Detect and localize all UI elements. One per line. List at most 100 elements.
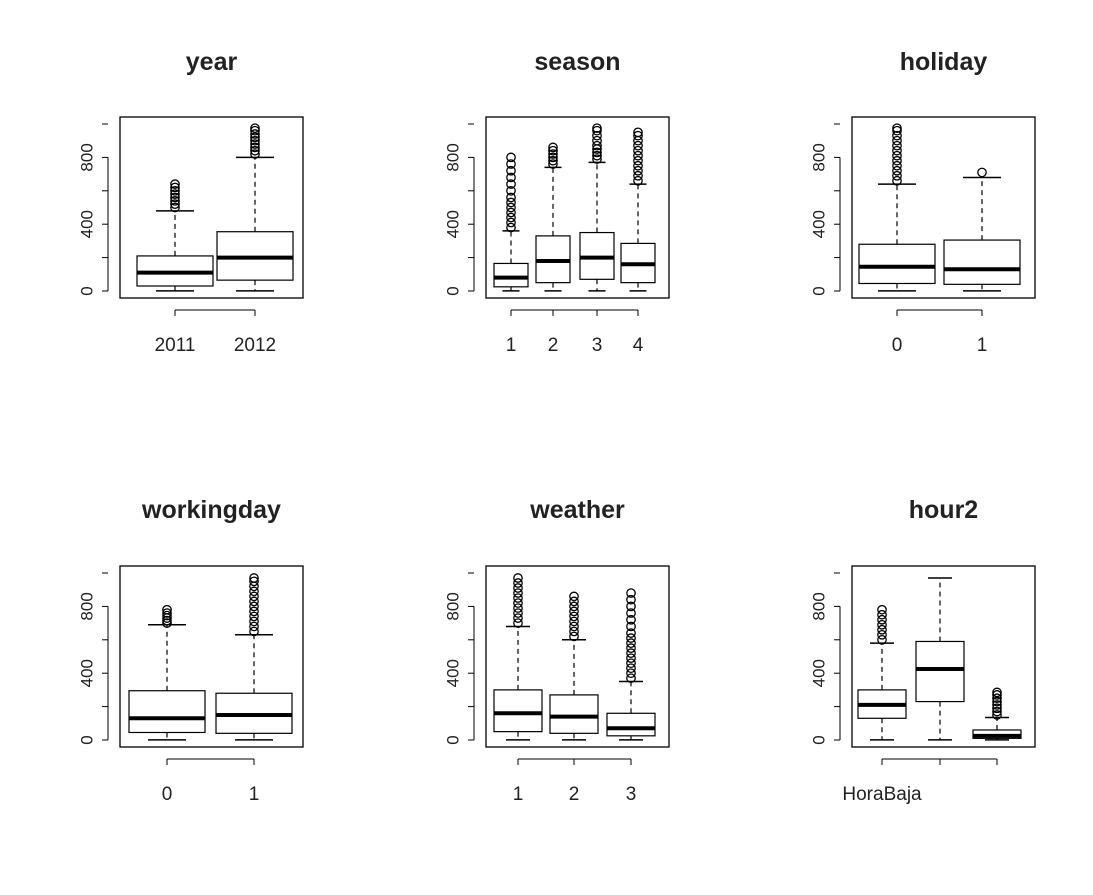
y-axis: 0 400 800 bbox=[77, 572, 109, 745]
outlier-point bbox=[569, 621, 579, 632]
outlier-point bbox=[592, 135, 602, 146]
outlier-point bbox=[633, 155, 643, 166]
outlier-point bbox=[977, 167, 987, 178]
outlier-point bbox=[633, 145, 643, 156]
box-3 bbox=[579, 123, 615, 292]
outlier-point bbox=[592, 123, 602, 134]
outlier-point bbox=[548, 155, 558, 166]
outlier-point bbox=[250, 139, 260, 149]
outlier-point bbox=[633, 165, 643, 176]
outlier-point bbox=[170, 202, 180, 213]
outlier-point bbox=[626, 658, 636, 669]
outlier-point bbox=[249, 621, 259, 632]
outlier-point bbox=[569, 626, 579, 637]
outlier-point bbox=[569, 596, 579, 607]
outlier-point bbox=[633, 130, 643, 141]
outlier-point bbox=[992, 687, 1002, 698]
outlier-point bbox=[892, 165, 902, 176]
outlier-point bbox=[162, 618, 172, 628]
outlier-point bbox=[992, 700, 1002, 710]
outlier-point bbox=[592, 125, 602, 136]
x-axis: 1 2 3 bbox=[513, 758, 636, 805]
outlier-point bbox=[513, 583, 523, 593]
plot-frame bbox=[119, 116, 304, 299]
y-axis: 0 400 800 bbox=[77, 123, 109, 296]
outlier-point bbox=[892, 130, 902, 141]
box-HoraBaja bbox=[857, 604, 907, 741]
outlier-point bbox=[506, 202, 516, 213]
outlier-point bbox=[506, 165, 516, 176]
outlier-point bbox=[992, 690, 1002, 700]
outlier-point bbox=[513, 603, 523, 613]
iqr-box bbox=[915, 640, 965, 703]
outlier-point bbox=[513, 598, 523, 608]
outlier-point bbox=[877, 614, 887, 625]
box-1 bbox=[943, 167, 1021, 292]
outlier-point bbox=[592, 140, 602, 151]
outlier-point bbox=[626, 638, 636, 648]
outlier-point bbox=[548, 152, 558, 163]
outlier-point bbox=[633, 170, 643, 181]
outlier-point bbox=[592, 150, 602, 161]
outlier-point bbox=[992, 696, 1002, 707]
outlier-point bbox=[513, 588, 523, 598]
panel-title: weather bbox=[529, 496, 625, 524]
outlier-point bbox=[506, 152, 516, 163]
outlier-point bbox=[162, 615, 172, 626]
outlier-point bbox=[249, 576, 259, 587]
y-tick-label: 0 bbox=[77, 735, 96, 744]
x-tick-label: 2011 bbox=[155, 335, 196, 356]
outlier-point bbox=[892, 140, 902, 151]
outlier-point bbox=[877, 619, 887, 630]
outlier-point bbox=[569, 611, 579, 622]
panel-season: season 0 400 800 1 2 3 4 bbox=[443, 48, 670, 356]
outlier-point bbox=[170, 179, 180, 189]
outlier-point bbox=[513, 613, 523, 623]
x-tick-label: 4 bbox=[633, 335, 644, 356]
outlier-point bbox=[249, 573, 259, 583]
outlier-point bbox=[250, 149, 260, 159]
outlier-point bbox=[892, 170, 902, 181]
y-tick-label: 800 bbox=[809, 592, 828, 620]
outlier-point bbox=[992, 703, 1002, 714]
box-0 bbox=[128, 604, 206, 741]
outlier-point bbox=[249, 606, 259, 617]
outlier-point bbox=[892, 160, 902, 171]
outlier-point bbox=[877, 604, 887, 615]
plot-frame bbox=[119, 565, 304, 748]
outlier-point bbox=[162, 604, 172, 615]
panel-title: season bbox=[534, 48, 620, 76]
outlier-point bbox=[626, 633, 636, 643]
outlier-point bbox=[250, 129, 260, 139]
outlier-point bbox=[626, 628, 636, 638]
outlier-point bbox=[592, 154, 602, 164]
y-axis: 0 400 800 bbox=[809, 572, 841, 745]
x-tick-label: 1 bbox=[506, 335, 517, 356]
outlier-point bbox=[569, 631, 579, 642]
panel-title: year bbox=[186, 48, 238, 76]
plot-frame bbox=[485, 565, 670, 748]
outlier-point bbox=[569, 616, 579, 627]
outlier-point bbox=[548, 159, 558, 169]
box-2 bbox=[549, 591, 599, 741]
outlier-point bbox=[170, 195, 180, 206]
iqr-box bbox=[493, 689, 543, 733]
outlier-point bbox=[569, 606, 579, 617]
outlier-point bbox=[633, 127, 643, 138]
plot-frame bbox=[485, 116, 670, 299]
outlier-point bbox=[249, 626, 259, 637]
outlier-point bbox=[892, 150, 902, 161]
outlier-point bbox=[569, 591, 579, 602]
x-axis: HoraBaja bbox=[842, 758, 998, 805]
outlier-point bbox=[892, 123, 902, 134]
x-tick-label: HoraBaja bbox=[842, 784, 922, 805]
x-tick-label: 2 bbox=[569, 784, 580, 805]
y-tick-label: 400 bbox=[809, 659, 828, 687]
outlier-point bbox=[513, 593, 523, 603]
outlier-point bbox=[626, 614, 636, 625]
x-tick-label: 1 bbox=[977, 335, 988, 356]
outlier-point bbox=[626, 608, 636, 618]
outlier-point bbox=[513, 578, 523, 588]
iqr-box bbox=[128, 690, 206, 734]
